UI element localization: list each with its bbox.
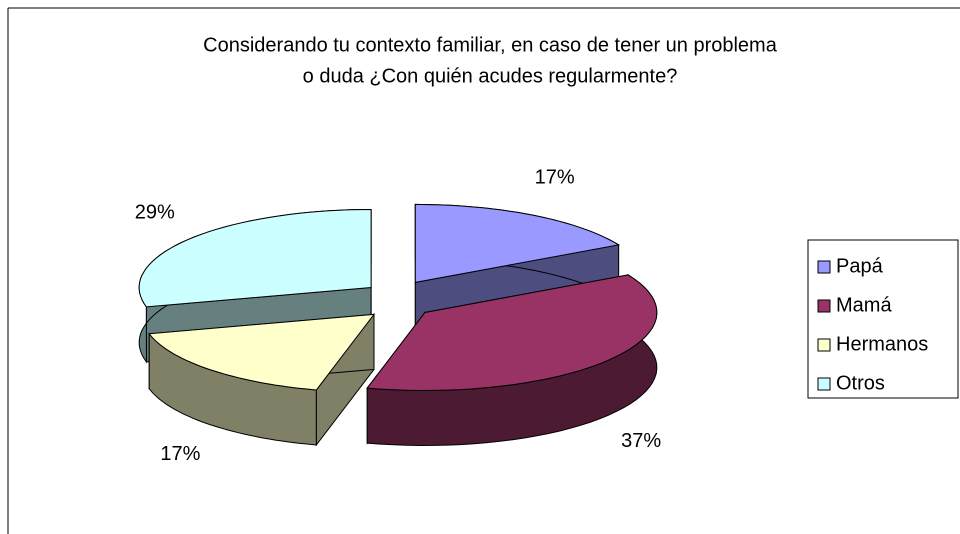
pie-slice	[366, 274, 658, 392]
legend-swatch	[817, 338, 831, 352]
legend-label: Papá	[836, 255, 884, 277]
legend-label: Otros	[836, 372, 885, 394]
legend-swatch	[817, 299, 831, 313]
legend-box	[807, 239, 959, 399]
pie-slice	[138, 208, 372, 308]
pie-slice	[414, 203, 620, 284]
data-label: 17%	[535, 167, 575, 189]
legend-label: Hermanos	[836, 333, 928, 355]
legend-swatch	[817, 260, 831, 274]
chart-title: o duda ¿Con quién acudes regularmente?	[303, 65, 678, 87]
pie-slice	[148, 313, 376, 391]
legend-swatch	[817, 377, 831, 391]
legend-label: Mamá	[836, 294, 892, 316]
chart-title: Considerando tu contexto familiar, en ca…	[203, 34, 778, 56]
data-label: 37%	[621, 430, 661, 452]
data-label: 17%	[160, 443, 200, 465]
data-label: 29%	[135, 202, 175, 224]
